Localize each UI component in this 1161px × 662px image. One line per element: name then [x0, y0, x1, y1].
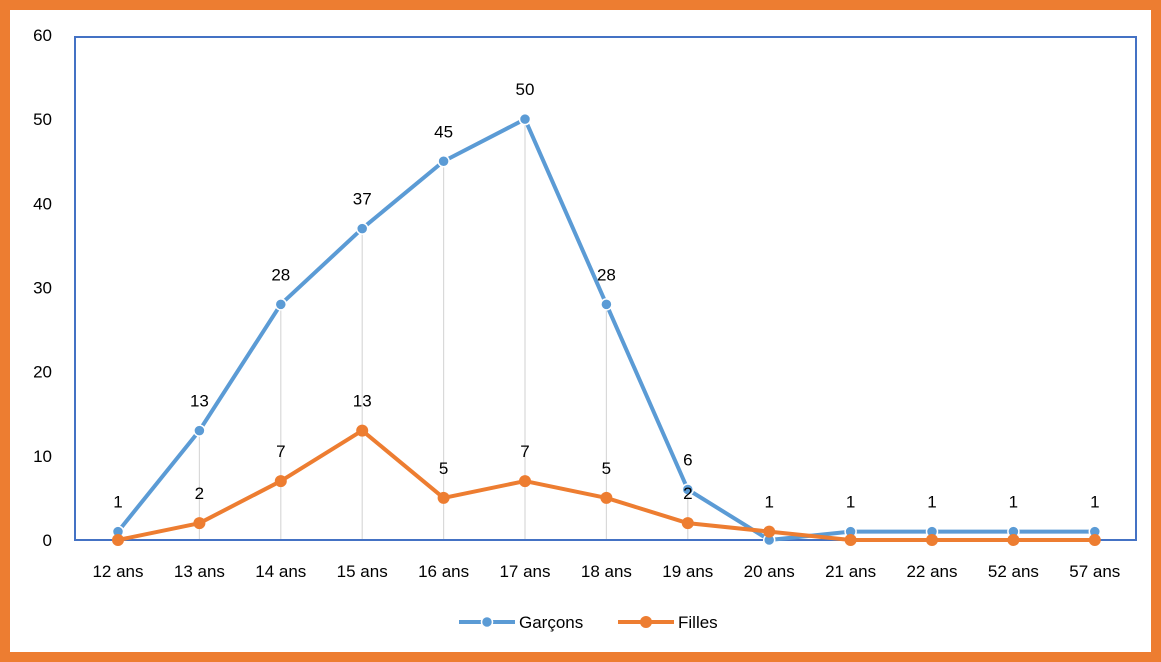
data-label-garcons: 45 — [434, 122, 453, 141]
data-point-garcons — [600, 298, 613, 311]
data-label-garcons: 13 — [190, 392, 209, 411]
data-point-filles — [519, 475, 531, 488]
data-label-filles: 5 — [602, 459, 611, 478]
data-label-garcons: 28 — [597, 265, 616, 284]
data-point-filles — [356, 424, 369, 437]
data-labels: 1 13 28 37 45 50 28 6 1 1 1 1 2 7 13 5 7 5 2 1 — [113, 80, 1099, 511]
x-tick-label: 13 ans — [174, 562, 225, 581]
data-point-filles — [600, 491, 613, 504]
data-label-garcons: 50 — [516, 80, 535, 99]
data-label-filles: 7 — [276, 442, 285, 461]
x-tick-label: 15 ans — [337, 562, 388, 581]
x-tick-label: 19 ans — [662, 562, 713, 581]
x-tick-label: 22 ans — [906, 562, 957, 581]
data-point-filles — [681, 517, 694, 530]
data-label-garcons: 37 — [353, 190, 372, 209]
x-tick-label: 16 ans — [418, 562, 469, 581]
x-tick-label: 20 ans — [744, 562, 795, 581]
data-point-filles — [926, 534, 938, 546]
plot-area — [74, 36, 1137, 541]
x-tick-label: 17 ans — [499, 562, 550, 581]
x-tick-label: 21 ans — [825, 562, 876, 581]
data-point-filles — [763, 525, 776, 538]
legend-label-filles: Filles — [678, 613, 718, 632]
data-label-filles: 1 — [764, 493, 773, 512]
data-point-filles — [193, 517, 206, 530]
data-point-filles — [437, 491, 450, 504]
y-tick-label: 50 — [33, 110, 52, 129]
data-point-filles — [1088, 534, 1101, 546]
legend-marker-filles — [640, 616, 652, 628]
y-tick-label: 20 — [33, 363, 52, 382]
data-label-garcons: 1 — [1090, 493, 1099, 512]
y-tick-label: 10 — [33, 447, 52, 466]
data-point-garcons — [355, 222, 369, 235]
series-layer — [111, 112, 1102, 547]
y-tick-label: 30 — [33, 279, 52, 298]
data-point-garcons — [518, 112, 532, 126]
y-tick-label: 60 — [33, 26, 52, 45]
data-point-filles — [274, 475, 287, 488]
y-tick-label: 40 — [33, 194, 52, 213]
x-tick-label: 18 ans — [581, 562, 632, 581]
data-label-garcons: 1 — [113, 493, 122, 512]
data-point-garcons — [193, 424, 206, 437]
data-label-garcons: 1 — [846, 493, 855, 512]
data-label-garcons: 6 — [683, 451, 692, 470]
data-point-filles — [1007, 534, 1020, 546]
data-label-filles: 2 — [195, 484, 204, 503]
data-point-filles — [112, 534, 124, 546]
data-label-filles: 2 — [683, 484, 692, 503]
legend-label-garcons: Garçons — [519, 613, 583, 632]
data-point-garcons — [681, 483, 695, 496]
data-point-filles — [844, 534, 857, 546]
data-label-filles: 5 — [439, 459, 448, 478]
x-axis: 12 ans 13 ans 14 ans 15 ans 16 ans 17 ans 18 a… — [92, 562, 1120, 581]
data-label-garcons: 28 — [271, 265, 290, 284]
x-tick-label: 12 ans — [92, 562, 143, 581]
data-label-filles: 13 — [353, 392, 372, 411]
legend-marker-garcons — [480, 615, 494, 629]
y-tick-label: 0 — [43, 531, 52, 550]
data-label-garcons: 1 — [1009, 493, 1018, 512]
data-point-garcons — [437, 155, 450, 168]
legend: Garçons Filles — [459, 613, 718, 632]
x-tick-label: 14 ans — [255, 562, 306, 581]
data-label-garcons: 1 — [927, 493, 936, 512]
y-axis: 0 10 20 30 40 50 60 — [33, 26, 52, 550]
data-label-filles: 7 — [520, 442, 529, 461]
data-point-garcons — [274, 298, 288, 311]
x-tick-label: 52 ans — [988, 562, 1039, 581]
x-tick-label: 57 ans — [1069, 562, 1120, 581]
